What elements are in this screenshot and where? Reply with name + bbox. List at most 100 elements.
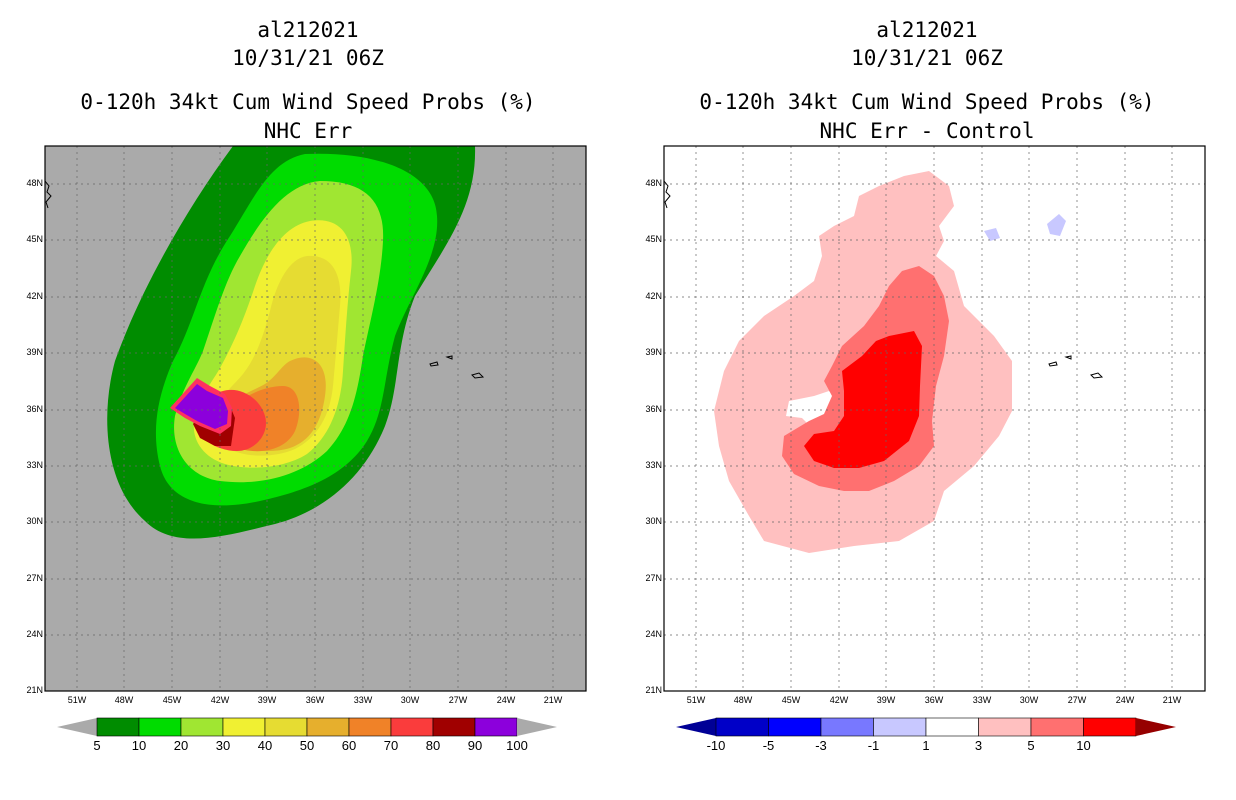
left-colorbar-label: 40 — [257, 738, 273, 753]
right-map-frame — [663, 145, 1206, 692]
left-colorbar-label: 70 — [383, 738, 399, 753]
right-datetime: 10/31/21 06Z — [851, 46, 1003, 70]
right-lon-label: 24W — [1115, 695, 1135, 705]
right-lat-label: 42N — [645, 291, 662, 301]
left-colorbar-label: 5 — [93, 738, 101, 753]
right-colorbar-low-extend — [676, 718, 716, 736]
right-colorbar-label: 5 — [1027, 738, 1035, 753]
left-lat-label: 30N — [26, 516, 43, 526]
right-subtitle: NHC Err - Control — [819, 119, 1035, 143]
diff-contour-neg1-neg3-a — [984, 228, 1000, 241]
left-subtitle: NHC Err — [263, 119, 353, 143]
left-storm-id: al212021 — [257, 18, 359, 42]
right-lat-label: 48N — [645, 178, 662, 188]
diff-contour-neg1-neg3-b — [1047, 214, 1066, 236]
left-coastlines — [44, 180, 485, 379]
left-lon-label: 51W — [67, 695, 87, 705]
right-lon-label: 36W — [924, 695, 944, 705]
left-lat-label: 45N — [26, 234, 43, 244]
left-colorbar-label: 60 — [341, 738, 357, 753]
left-product-title: 0-120h 34kt Cum Wind Speed Probs (%) — [80, 90, 536, 114]
right-colorbar — [676, 717, 1176, 737]
left-colorbar-swatch — [474, 717, 518, 737]
left-lon-label: 27W — [448, 695, 468, 705]
right-lon-label: 51W — [686, 695, 706, 705]
left-colorbar-swatch — [306, 717, 350, 737]
right-lon-label: 48W — [733, 695, 753, 705]
left-lon-label: 24W — [496, 695, 516, 705]
left-colorbar-swatch — [96, 717, 140, 737]
left-lon-label: 30W — [400, 695, 420, 705]
right-colorbar-swatch — [1030, 717, 1084, 737]
right-lat-label: 36N — [645, 404, 662, 414]
right-lon-label: 45W — [781, 695, 801, 705]
left-lat-label: 48N — [26, 178, 43, 188]
right-colorbar-swatch — [715, 717, 769, 737]
right-coastlines — [663, 180, 1104, 379]
right-grid-lines — [664, 146, 1205, 691]
left-lon-label: 36W — [305, 695, 325, 705]
left-colorbar-label: 30 — [215, 738, 231, 753]
right-colorbar-label: 1 — [922, 738, 930, 753]
left-lon-label: 42W — [210, 695, 230, 705]
right-lat-label: 33N — [645, 460, 662, 470]
right-colorbar-label: 3 — [974, 738, 983, 753]
right-lat-label: 39N — [645, 347, 662, 357]
left-colorbar-low-extend — [57, 718, 97, 736]
left-colorbar-swatch — [180, 717, 224, 737]
left-grid-lines — [45, 146, 586, 691]
right-colorbar-label: 10 — [1076, 738, 1091, 753]
left-colorbar-swatch — [138, 717, 182, 737]
left-colorbar-label: 10 — [131, 738, 147, 753]
left-colorbar-label: 20 — [173, 738, 189, 753]
right-difference-map — [663, 145, 1206, 692]
left-colorbar-label: 80 — [425, 738, 441, 753]
right-lat-label: 30N — [645, 516, 662, 526]
right-colorbar-swatch — [925, 717, 979, 737]
right-colorbar-label: -10 — [706, 738, 726, 753]
right-lon-label: 30W — [1019, 695, 1039, 705]
right-lon-label: 39W — [876, 695, 896, 705]
left-lat-label: 39N — [26, 347, 43, 357]
left-colorbar-swatch — [348, 717, 392, 737]
left-colorbar-high-extend — [517, 718, 557, 736]
right-colorbar-swatch — [978, 717, 1032, 737]
right-lon-label: 27W — [1067, 695, 1087, 705]
left-map-frame — [44, 145, 587, 692]
left-lat-label: 42N — [26, 291, 43, 301]
right-product-title: 0-120h 34kt Cum Wind Speed Probs (%) — [699, 90, 1155, 114]
right-colorbar-swatch — [768, 717, 822, 737]
right-lon-label: 42W — [829, 695, 849, 705]
right-lat-label: 24N — [645, 629, 662, 639]
left-colorbar-label: 90 — [467, 738, 483, 753]
left-lon-label: 21W — [543, 695, 563, 705]
left-colorbar-label: 50 — [299, 738, 315, 753]
right-colorbar-swatch — [820, 717, 874, 737]
left-colorbar-swatch — [390, 717, 434, 737]
left-colorbar-label: 100 — [506, 738, 528, 753]
left-lon-label: 48W — [114, 695, 134, 705]
left-colorbar-swatch — [264, 717, 308, 737]
left-lon-label: 39W — [257, 695, 277, 705]
right-colorbar-swatch — [1083, 717, 1137, 737]
left-lat-label: 36N — [26, 404, 43, 414]
left-probability-map — [44, 145, 587, 692]
right-lat-label: 27N — [645, 573, 662, 583]
right-colorbar-swatch — [873, 717, 927, 737]
right-lat-label: 45N — [645, 234, 662, 244]
diff-contour-5-10 — [804, 331, 922, 468]
left-lat-label: 33N — [26, 460, 43, 470]
left-lat-label: 27N — [26, 573, 43, 583]
right-storm-id: al212021 — [876, 18, 978, 42]
left-lon-label: 33W — [353, 695, 373, 705]
right-colorbar-label: -5 — [762, 738, 775, 753]
left-lat-label: 21N — [26, 685, 43, 695]
left-datetime: 10/31/21 06Z — [232, 46, 384, 70]
left-lon-label: 45W — [162, 695, 182, 705]
right-colorbar-label: -3 — [815, 738, 827, 753]
prob-contour-100 — [175, 384, 228, 429]
left-colorbar-swatch — [432, 717, 476, 737]
left-colorbar-swatch — [222, 717, 266, 737]
left-colorbar — [57, 717, 557, 737]
left-lat-label: 24N — [26, 629, 43, 639]
